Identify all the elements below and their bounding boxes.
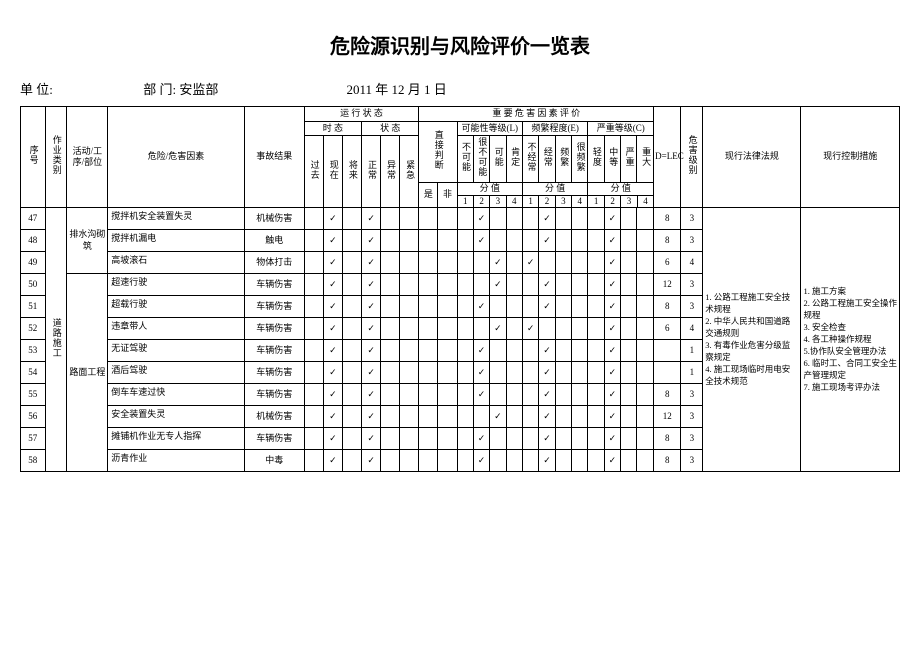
cell-level: 3 (681, 296, 703, 318)
risk-table: 序号作业类别活动/工序/部位危险/危害因素事故结果运 行 状 态重 要 危 害 … (20, 106, 900, 472)
dept-label: 部 门: (143, 79, 176, 98)
col-d: D=LEC (654, 107, 681, 208)
cell-seq: 51 (21, 296, 46, 318)
cell-d (654, 362, 681, 384)
cell-seq: 50 (21, 274, 46, 296)
page-title: 危险源识别与风险评价一览表 (20, 30, 900, 59)
cell-result: 车辆伤害 (244, 428, 304, 450)
cell-level: 1 (681, 340, 703, 362)
cell-level: 3 (681, 208, 703, 230)
cell-seq: 55 (21, 384, 46, 406)
cell-d: 8 (654, 428, 681, 450)
cell-cat: 道路施工 (45, 208, 67, 472)
cell-d: 8 (654, 384, 681, 406)
cell-level: 3 (681, 384, 703, 406)
cell-result: 车辆伤害 (244, 274, 304, 296)
cell-d: 8 (654, 230, 681, 252)
cell-seq: 53 (21, 340, 46, 362)
col-hazard: 危险/危害因素 (108, 107, 244, 208)
cell-seq: 47 (21, 208, 46, 230)
cell-act: 路面工程 (67, 274, 108, 472)
col-law: 现行法律法规 (703, 107, 801, 208)
cell-seq: 52 (21, 318, 46, 340)
col-runstate: 运 行 状 态 (304, 107, 419, 122)
cell-hazard: 超载行驶 (108, 296, 244, 318)
cell-hazard: 高坡滚石 (108, 252, 244, 274)
cell-level: 3 (681, 274, 703, 296)
cell-result: 机械伤害 (244, 208, 304, 230)
col-result: 事故结果 (244, 107, 304, 208)
cell-seq: 57 (21, 428, 46, 450)
cell-result: 车辆伤害 (244, 362, 304, 384)
cell-seq: 56 (21, 406, 46, 428)
cell-result: 中毒 (244, 450, 304, 472)
col-ctrl: 现行控制措施 (801, 107, 900, 208)
cell-seq: 49 (21, 252, 46, 274)
cell-d: 6 (654, 318, 681, 340)
cell-d: 12 (654, 274, 681, 296)
date-value: 2011 年 12 月 1 日 (347, 79, 447, 98)
cell-hazard: 摊铺机作业无专人指挥 (108, 428, 244, 450)
cell-level: 3 (681, 450, 703, 472)
col-act: 活动/工序/部位 (67, 107, 108, 208)
cell-hazard: 倒车车速过快 (108, 384, 244, 406)
col-seq: 序号 (21, 107, 46, 208)
cell-result: 触电 (244, 230, 304, 252)
cell-result: 机械伤害 (244, 406, 304, 428)
cell-hazard: 搅拌机安全装置失灵 (108, 208, 244, 230)
cell-act: 排水沟砌筑 (67, 208, 108, 274)
cell-level: 3 (681, 428, 703, 450)
cell-level: 4 (681, 318, 703, 340)
cell-d: 8 (654, 208, 681, 230)
cell-laws: 1. 公路工程施工安全技术规程2. 中华人民共和国道路交通规则3. 有毒作业危害… (703, 208, 801, 472)
cell-seq: 58 (21, 450, 46, 472)
cell-d (654, 340, 681, 362)
cell-d: 8 (654, 296, 681, 318)
cell-level: 1 (681, 362, 703, 384)
cell-seq: 54 (21, 362, 46, 384)
meta-row: 单 位: 部 门: 安监部 2011 年 12 月 1 日 (20, 79, 900, 98)
cell-d: 8 (654, 450, 681, 472)
cell-d: 12 (654, 406, 681, 428)
cell-result: 车辆伤害 (244, 296, 304, 318)
cell-result: 车辆伤害 (244, 384, 304, 406)
cell-ctrls: 1. 施工方案2. 公路工程施工安全操作规程3. 安全检查4. 各工种操作规程5… (801, 208, 900, 472)
cell-hazard: 违章带人 (108, 318, 244, 340)
cell-hazard: 酒后驾驶 (108, 362, 244, 384)
cell-hazard: 超速行驶 (108, 274, 244, 296)
cell-hazard: 搅拌机漏电 (108, 230, 244, 252)
cell-hazard: 无证驾驶 (108, 340, 244, 362)
table-row: 47道路施工排水沟砌筑搅拌机安全装置失灵机械伤害✓✓✓✓✓831. 公路工程施工… (21, 208, 900, 230)
cell-level: 3 (681, 230, 703, 252)
cell-result: 物体打击 (244, 252, 304, 274)
unit-label: 单 位: (20, 79, 140, 98)
cell-hazard: 沥青作业 (108, 450, 244, 472)
cell-level: 4 (681, 252, 703, 274)
cell-result: 车辆伤害 (244, 318, 304, 340)
cell-level: 3 (681, 406, 703, 428)
cell-hazard: 安全装置失灵 (108, 406, 244, 428)
col-factoreval: 重 要 危 害 因 素 评 价 (419, 107, 654, 122)
cell-result: 车辆伤害 (244, 340, 304, 362)
cell-d: 6 (654, 252, 681, 274)
dept-value: 安监部 (179, 79, 218, 98)
col-cat: 作业类别 (45, 107, 67, 208)
cell-seq: 48 (21, 230, 46, 252)
col-level: 危害级别 (681, 107, 703, 208)
